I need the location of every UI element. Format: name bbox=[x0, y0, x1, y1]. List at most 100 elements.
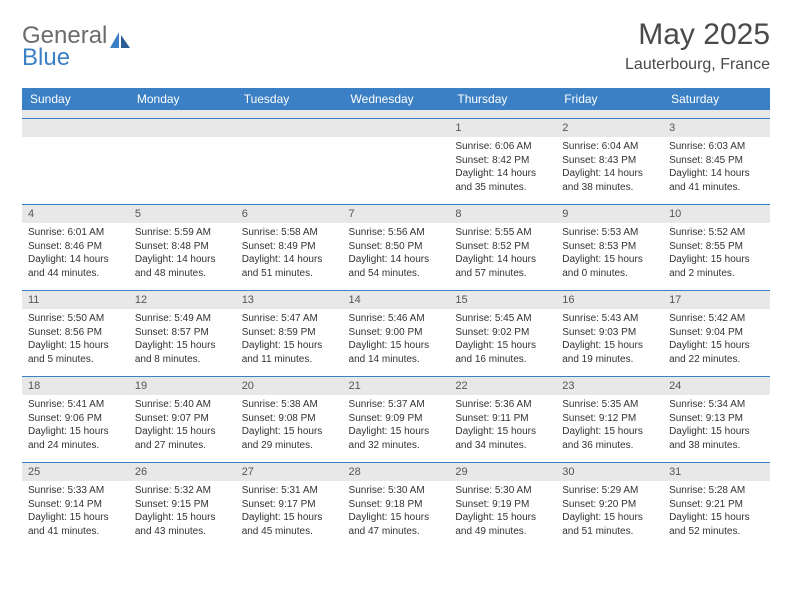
title-block: May 2025 Lauterbourg, France bbox=[625, 18, 770, 74]
daylight-line: Daylight: 14 hours and 38 minutes. bbox=[562, 167, 657, 194]
title-month: May 2025 bbox=[625, 18, 770, 52]
day-number: 6 bbox=[236, 205, 343, 224]
daylight-line: Daylight: 15 hours and 52 minutes. bbox=[669, 511, 764, 538]
daylight-line: Daylight: 15 hours and 19 minutes. bbox=[562, 339, 657, 366]
sunrise-line: Sunrise: 5:43 AM bbox=[562, 312, 657, 326]
calendar-day-cell: 3Sunrise: 6:03 AMSunset: 8:45 PMDaylight… bbox=[663, 118, 770, 204]
calendar-day-cell: 19 Sunrise: 5:40 AMSunset: 9:07 PMDayligh… bbox=[129, 376, 236, 462]
daylight-line: Daylight: 15 hours and 27 minutes. bbox=[135, 425, 230, 452]
calendar-day-cell: 2Sunrise: 6:04 AMSunset: 8:43 PMDaylight… bbox=[556, 118, 663, 204]
day-number: 28 bbox=[343, 463, 450, 482]
daylight-line: Daylight: 14 hours and 48 minutes. bbox=[135, 253, 230, 280]
day-number: 21 bbox=[343, 377, 450, 396]
calendar-day-cell: 20Sunrise: 5:38 AMSunset: 9:08 PMDayligh… bbox=[236, 376, 343, 462]
daylight-line: Daylight: 15 hours and 36 minutes. bbox=[562, 425, 657, 452]
day-number: 19 bbox=[129, 377, 236, 396]
day-number: 20 bbox=[236, 377, 343, 396]
sunrise-line: Sunrise: 5:49 AM bbox=[135, 312, 230, 326]
daylight-line: Daylight: 15 hours and 16 minutes. bbox=[455, 339, 550, 366]
daylight-line: Daylight: 15 hours and 14 minutes. bbox=[349, 339, 444, 366]
calendar-day-cell: 10Sunrise: 5:52 AMSunset: 8:55 PMDayligh… bbox=[663, 204, 770, 290]
sunrise-line: Sunrise: 5:47 AM bbox=[242, 312, 337, 326]
daylight-line: Daylight: 14 hours and 51 minutes. bbox=[242, 253, 337, 280]
sunset-line: Sunset: 8:56 PM bbox=[28, 326, 123, 340]
sunset-line: Sunset: 8:49 PM bbox=[242, 240, 337, 254]
calendar-day-cell: 24Sunrise: 5:34 AMSunset: 9:13 PMDayligh… bbox=[663, 376, 770, 462]
calendar-day-cell: 9Sunrise: 5:53 AMSunset: 8:53 PMDaylight… bbox=[556, 204, 663, 290]
sunset-line: Sunset: 9:07 PM bbox=[135, 412, 230, 426]
calendar-day-cell: 15Sunrise: 5:45 AMSunset: 9:02 PMDayligh… bbox=[449, 290, 556, 376]
day-number: 8 bbox=[449, 205, 556, 224]
weekday-header: Saturday bbox=[663, 88, 770, 110]
sunset-line: Sunset: 8:42 PM bbox=[455, 154, 550, 168]
sunset-line: Sunset: 9:14 PM bbox=[28, 498, 123, 512]
day-number: 26 bbox=[129, 463, 236, 482]
calendar-day-cell: 23Sunrise: 5:35 AMSunset: 9:12 PMDayligh… bbox=[556, 376, 663, 462]
weekday-header: Monday bbox=[129, 88, 236, 110]
sunset-line: Sunset: 8:43 PM bbox=[562, 154, 657, 168]
sunset-line: Sunset: 8:53 PM bbox=[562, 240, 657, 254]
calendar-day-cell: 29Sunrise: 5:30 AMSunset: 9:19 PMDayligh… bbox=[449, 462, 556, 548]
calendar-day-cell: 17Sunrise: 5:42 AMSunset: 9:04 PMDayligh… bbox=[663, 290, 770, 376]
sunset-line: Sunset: 8:48 PM bbox=[135, 240, 230, 254]
daylight-line: Daylight: 15 hours and 2 minutes. bbox=[669, 253, 764, 280]
day-number: 11 bbox=[22, 291, 129, 310]
day-number: 3 bbox=[663, 119, 770, 138]
weekday-header: Wednesday bbox=[343, 88, 450, 110]
calendar-empty-cell bbox=[343, 118, 450, 204]
sunrise-line: Sunrise: 6:06 AM bbox=[455, 140, 550, 154]
sunrise-line: Sunrise: 5:30 AM bbox=[349, 484, 444, 498]
sunset-line: Sunset: 9:12 PM bbox=[562, 412, 657, 426]
sunset-line: Sunset: 9:09 PM bbox=[349, 412, 444, 426]
daylight-line: Daylight: 14 hours and 35 minutes. bbox=[455, 167, 550, 194]
sunset-line: Sunset: 9:03 PM bbox=[562, 326, 657, 340]
day-number: 27 bbox=[236, 463, 343, 482]
daylight-line: Daylight: 15 hours and 38 minutes. bbox=[669, 425, 764, 452]
day-number: 14 bbox=[343, 291, 450, 310]
calendar-empty-cell bbox=[129, 118, 236, 204]
weekday-header: Friday bbox=[556, 88, 663, 110]
day-number: 9 bbox=[556, 205, 663, 224]
daylight-line: Daylight: 15 hours and 32 minutes. bbox=[349, 425, 444, 452]
sunset-line: Sunset: 8:50 PM bbox=[349, 240, 444, 254]
day-number: 16 bbox=[556, 291, 663, 310]
day-number: 4 bbox=[22, 205, 129, 224]
daylight-line: Daylight: 14 hours and 41 minutes. bbox=[669, 167, 764, 194]
calendar-empty-cell bbox=[22, 118, 129, 204]
sail-icon bbox=[110, 29, 130, 45]
day-number: 25 bbox=[22, 463, 129, 482]
calendar-day-cell: 22Sunrise: 5:36 AMSunset: 9:11 PMDayligh… bbox=[449, 376, 556, 462]
daylight-line: Daylight: 15 hours and 11 minutes. bbox=[242, 339, 337, 366]
sunset-line: Sunset: 8:57 PM bbox=[135, 326, 230, 340]
sunset-line: Sunset: 9:00 PM bbox=[349, 326, 444, 340]
day-number: 12 bbox=[129, 291, 236, 310]
calendar-day-cell: 6 Sunrise: 5:58 AMSunset: 8:49 PMDaylight… bbox=[236, 204, 343, 290]
calendar-day-cell: 7Sunrise: 5:56 AMSunset: 8:50 PMDaylight… bbox=[343, 204, 450, 290]
sunset-line: Sunset: 9:04 PM bbox=[669, 326, 764, 340]
sunrise-line: Sunrise: 6:03 AM bbox=[669, 140, 764, 154]
sunset-line: Sunset: 8:59 PM bbox=[242, 326, 337, 340]
calendar-day-cell: 12Sunrise: 5:49 AMSunset: 8:57 PMDayligh… bbox=[129, 290, 236, 376]
sunrise-line: Sunrise: 5:45 AM bbox=[455, 312, 550, 326]
day-number: 13 bbox=[236, 291, 343, 310]
sunrise-line: Sunrise: 5:34 AM bbox=[669, 398, 764, 412]
calendar-day-cell: 21 Sunrise: 5:37 AMSunset: 9:09 PMDayligh… bbox=[343, 376, 450, 462]
calendar-day-cell: 5Sunrise: 5:59 AMSunset: 8:48 PMDaylight… bbox=[129, 204, 236, 290]
sunset-line: Sunset: 9:08 PM bbox=[242, 412, 337, 426]
sunrise-line: Sunrise: 5:30 AM bbox=[455, 484, 550, 498]
sunset-line: Sunset: 9:19 PM bbox=[455, 498, 550, 512]
daylight-line: Daylight: 15 hours and 0 minutes. bbox=[562, 253, 657, 280]
weekday-header: Tuesday bbox=[236, 88, 343, 110]
calendar-day-cell: 8Sunrise: 5:55 AMSunset: 8:52 PMDaylight… bbox=[449, 204, 556, 290]
daylight-line: Daylight: 15 hours and 29 minutes. bbox=[242, 425, 337, 452]
sunset-line: Sunset: 9:06 PM bbox=[28, 412, 123, 426]
sunrise-line: Sunrise: 5:58 AM bbox=[242, 226, 337, 240]
sunrise-line: Sunrise: 5:40 AM bbox=[135, 398, 230, 412]
sunrise-line: Sunrise: 6:01 AM bbox=[28, 226, 123, 240]
calendar-day-cell: 28Sunrise: 5:30 AMSunset: 9:18 PMDayligh… bbox=[343, 462, 450, 548]
day-number: 5 bbox=[129, 205, 236, 224]
sunrise-line: Sunrise: 5:37 AM bbox=[349, 398, 444, 412]
sunrise-line: Sunrise: 5:28 AM bbox=[669, 484, 764, 498]
calendar-week-row: 11Sunrise: 5:50 AMSunset: 8:56 PMDayligh… bbox=[22, 290, 770, 376]
daylight-line: Daylight: 14 hours and 44 minutes. bbox=[28, 253, 123, 280]
